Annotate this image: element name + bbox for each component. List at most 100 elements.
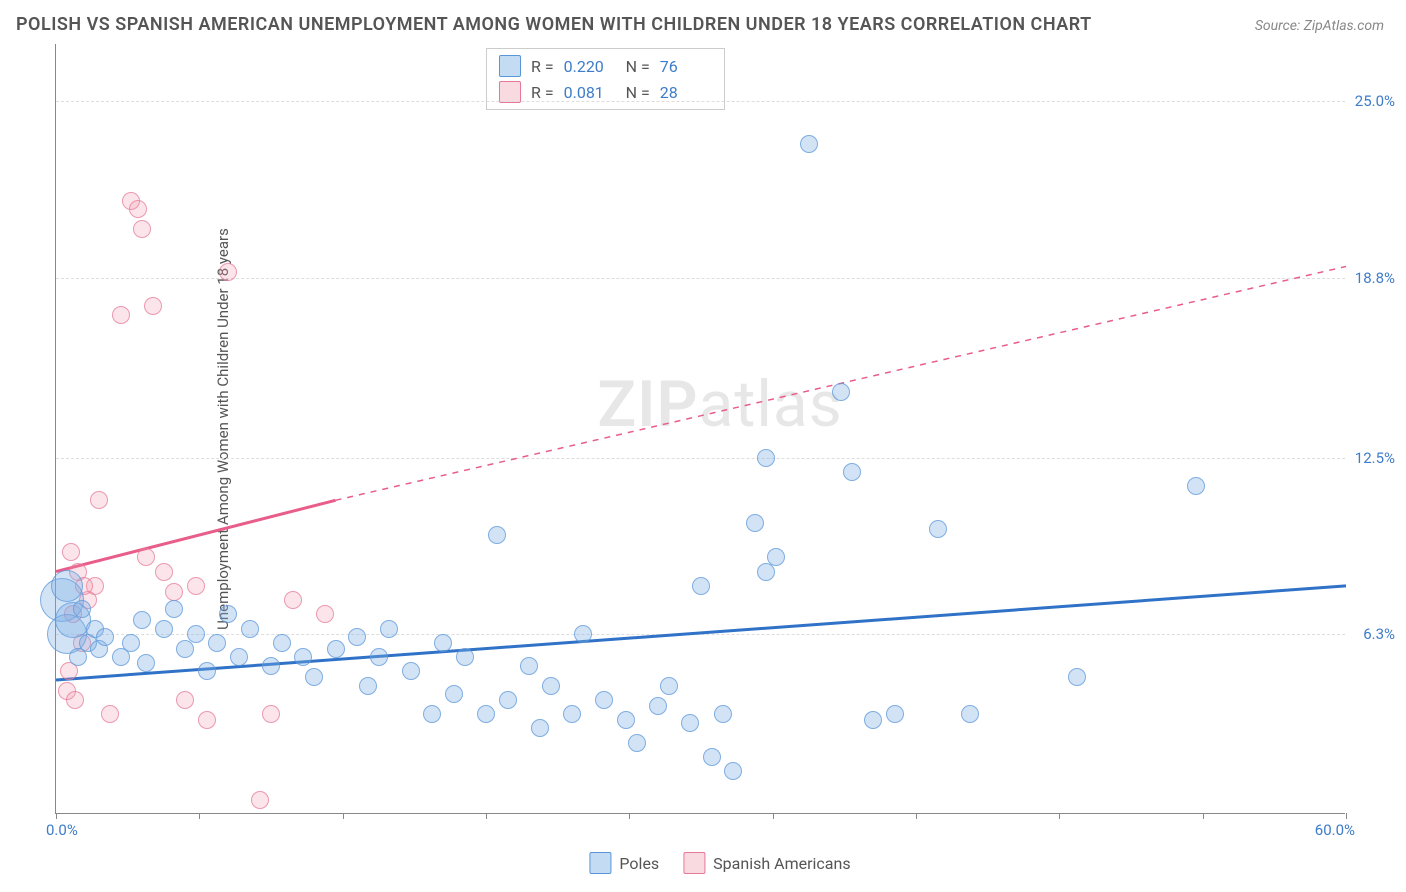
scatter-point [219, 605, 237, 623]
legend-item: Spanish Americans [683, 852, 850, 874]
y-tick-label: 25.0% [1355, 92, 1395, 110]
scatter-point [348, 628, 366, 646]
scatter-point [327, 640, 345, 658]
scatter-point [187, 577, 205, 595]
n-value: 28 [660, 83, 712, 102]
scatter-point [574, 625, 592, 643]
legend-swatch [589, 852, 611, 874]
scatter-point [112, 306, 130, 324]
scatter-point [122, 634, 140, 652]
scatter-point [499, 691, 517, 709]
scatter-point [595, 691, 613, 709]
x-tick [773, 813, 774, 819]
x-tick [1059, 813, 1060, 819]
n-label: N = [626, 83, 650, 102]
scatter-point [316, 605, 334, 623]
scatter-point [434, 634, 452, 652]
scatter-point [628, 734, 646, 752]
scatter-point [133, 220, 151, 238]
scatter-point [137, 654, 155, 672]
scatter-point [155, 620, 173, 638]
scatter-point [144, 297, 162, 315]
r-label: R = [531, 83, 554, 102]
scatter-point [133, 611, 151, 629]
x-tick [343, 813, 344, 819]
legend-swatch [499, 81, 521, 103]
r-label: R = [531, 57, 554, 76]
x-tick [1203, 813, 1204, 819]
scatter-point [198, 662, 216, 680]
x-min-label: 0.0% [46, 821, 78, 839]
scatter-point [370, 648, 388, 666]
scatter-point [187, 625, 205, 643]
scatter-point [456, 648, 474, 666]
scatter-point [703, 748, 721, 766]
y-tick-label: 12.5% [1355, 449, 1395, 467]
scatter-point [198, 711, 216, 729]
scatter-point [886, 705, 904, 723]
scatter-point [929, 520, 947, 538]
scatter-point [230, 648, 248, 666]
scatter-point [531, 719, 549, 737]
scatter-point [241, 620, 259, 638]
scatter-point [262, 657, 280, 675]
scatter-point [1187, 477, 1205, 495]
watermark: ZIPatlas [597, 367, 842, 442]
chart-container: ZIPatlas R = 0.220 N = 76 R = 0.081 N = … [55, 44, 1385, 844]
scatter-point [251, 791, 269, 809]
r-value: 0.081 [564, 83, 616, 102]
x-max-label: 60.0% [1315, 821, 1355, 839]
scatter-point [757, 449, 775, 467]
x-tick [629, 813, 630, 819]
scatter-point [423, 705, 441, 723]
chart-title: POLISH VS SPANISH AMERICAN UNEMPLOYMENT … [16, 14, 1092, 35]
scatter-point [681, 714, 699, 732]
scatter-point [542, 677, 560, 695]
scatter-point [520, 657, 538, 675]
plot-area: ZIPatlas R = 0.220 N = 76 R = 0.081 N = … [55, 44, 1345, 814]
scatter-point [563, 705, 581, 723]
scatter-point [724, 762, 742, 780]
scatter-point [129, 200, 147, 218]
scatter-point [746, 514, 764, 532]
scatter-point [864, 711, 882, 729]
scatter-point [445, 685, 463, 703]
scatter-point [488, 526, 506, 544]
legend-swatch [683, 852, 705, 874]
scatter-point [51, 570, 83, 602]
n-value: 76 [660, 57, 712, 76]
legend-series: Poles Spanish Americans [589, 852, 850, 874]
scatter-point [402, 662, 420, 680]
scatter-point [101, 705, 119, 723]
x-tick [916, 813, 917, 819]
x-tick [56, 813, 57, 819]
scatter-point [660, 677, 678, 695]
legend-label: Poles [619, 854, 659, 873]
scatter-point [73, 600, 91, 618]
scatter-point [380, 620, 398, 638]
legend-label: Spanish Americans [713, 854, 850, 873]
scatter-point [96, 628, 114, 646]
scatter-point [165, 583, 183, 601]
source-label: Source: ZipAtlas.com [1255, 18, 1384, 34]
x-tick [486, 813, 487, 819]
scatter-point [219, 263, 237, 281]
scatter-point [714, 705, 732, 723]
x-tick [1346, 813, 1347, 819]
scatter-point [176, 691, 194, 709]
r-value: 0.220 [564, 57, 616, 76]
scatter-point [359, 677, 377, 695]
legend-swatch [499, 55, 521, 77]
scatter-point [767, 548, 785, 566]
scatter-point [208, 634, 226, 652]
scatter-point [284, 591, 302, 609]
scatter-point [273, 634, 291, 652]
scatter-point [692, 577, 710, 595]
scatter-point [62, 543, 80, 561]
y-tick-label: 6.3% [1363, 625, 1395, 643]
scatter-point [832, 383, 850, 401]
scatter-point [305, 668, 323, 686]
scatter-point [137, 548, 155, 566]
x-tick [199, 813, 200, 819]
gridline-horizontal [56, 458, 1345, 459]
